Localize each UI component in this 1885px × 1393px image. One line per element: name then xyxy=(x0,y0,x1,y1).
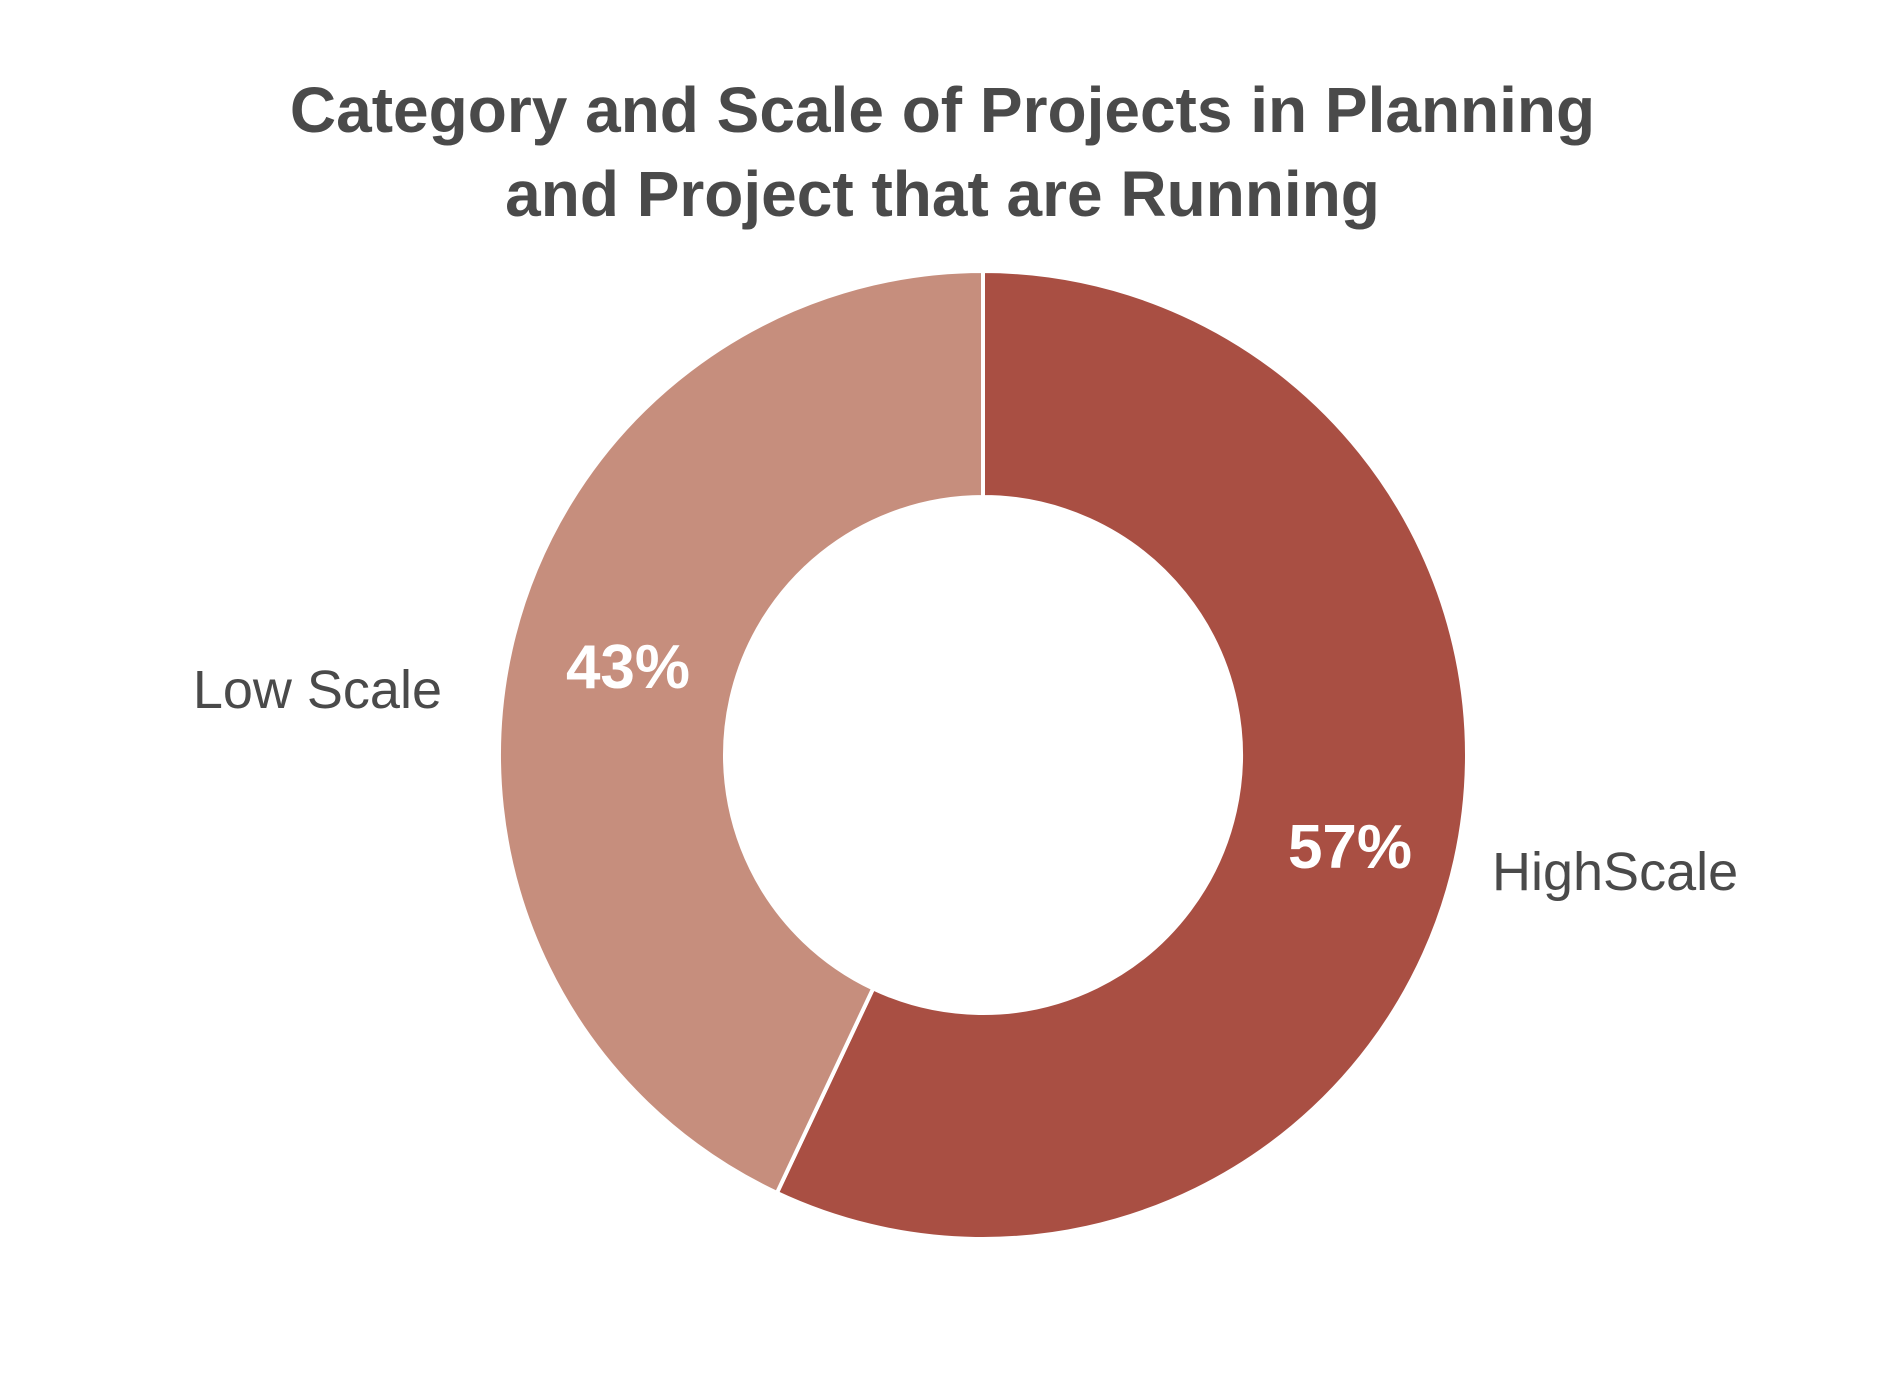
category-label-low-scale: Low Scale xyxy=(193,660,442,720)
donut-slice-low-scale xyxy=(496,268,985,1196)
chart-title-line-1: Category and Scale of Projects in Planni… xyxy=(289,74,1596,146)
data-label-low-scale: 43% xyxy=(566,633,690,702)
category-label-highscale: HighScale xyxy=(1492,842,1738,902)
chart-title: Category and Scale of Projects in Planni… xyxy=(0,68,1885,236)
data-label-highscale: 57% xyxy=(1288,813,1412,882)
donut-slice-highscale xyxy=(774,268,1469,1241)
chart-title-line-2: and Project that are Running xyxy=(505,158,1380,230)
